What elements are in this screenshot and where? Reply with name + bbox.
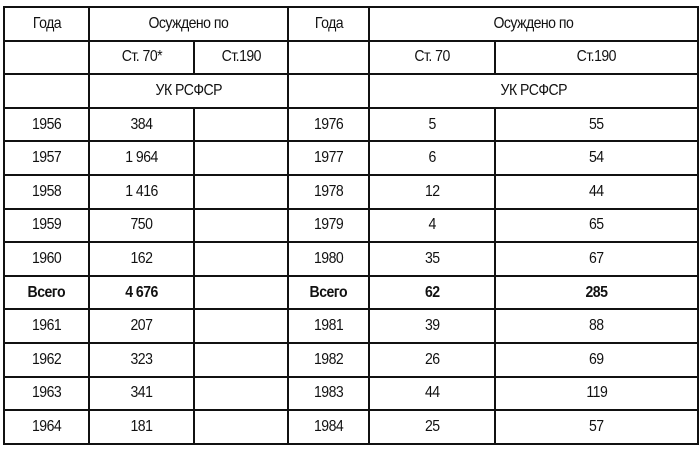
cell-year-r: 1981 bbox=[287, 308, 370, 344]
cell-art70-r: 25 bbox=[368, 409, 496, 445]
cell-year-l: 1959 bbox=[3, 207, 90, 244]
cell-year-l: 1957 bbox=[3, 140, 90, 176]
cell-year-r: 1984 bbox=[287, 409, 370, 445]
cell-art70-l: 207 bbox=[88, 308, 195, 344]
cell-year-l: Всего bbox=[3, 274, 90, 311]
cell-art190-r: 65 bbox=[494, 207, 699, 244]
header-art190-right: Ст.190 bbox=[494, 39, 699, 76]
convictions-table: Года Осуждено по Года Осуждено по Ст. 70… bbox=[3, 6, 699, 445]
cell-year-r: 1980 bbox=[287, 241, 370, 277]
cell-year-l: 1961 bbox=[3, 308, 90, 344]
header-convicted-right: Осуждено по bbox=[368, 6, 699, 42]
cell-art190-l bbox=[193, 274, 289, 311]
cell-year-r: 1976 bbox=[287, 106, 370, 143]
header-convicted-left: Осуждено по bbox=[88, 6, 289, 42]
cell-art70-r: 6 bbox=[368, 140, 496, 176]
cell-year-r: 1978 bbox=[287, 173, 370, 210]
table-row: 1958 1 416 1978 12 44 bbox=[3, 173, 699, 210]
cell-year-l: 1964 bbox=[3, 409, 90, 445]
header-code-left: УК РСФСР bbox=[88, 73, 289, 109]
cell-art190-r: 285 bbox=[494, 274, 699, 311]
cell-art190-l bbox=[193, 341, 289, 378]
table-row: 1960 162 1980 35 67 bbox=[3, 241, 699, 277]
header-code-right: УК РСФСР bbox=[368, 73, 699, 109]
cell-art190-l bbox=[193, 207, 289, 244]
cell-art70-l: 162 bbox=[88, 241, 195, 277]
cell-art70-r: 44 bbox=[368, 375, 496, 412]
cell-art70-l: 1 416 bbox=[88, 173, 195, 210]
cell-art70-l: 750 bbox=[88, 207, 195, 244]
header-art190-left: Ст.190 bbox=[193, 39, 289, 76]
cell-art70-r: 5 bbox=[368, 106, 496, 143]
cell-art190-r: 67 bbox=[494, 241, 699, 277]
cell-art190-l bbox=[193, 375, 289, 412]
cell-year-l: 1956 bbox=[3, 106, 90, 143]
cell-art70-l: 323 bbox=[88, 341, 195, 378]
cell-year-r: 1979 bbox=[287, 207, 370, 244]
cell-year-r: 1977 bbox=[287, 140, 370, 176]
cell-year-l: 1960 bbox=[3, 241, 90, 277]
cell-year-r: Всего bbox=[287, 274, 370, 311]
cell-year-l: 1958 bbox=[3, 173, 90, 210]
header-year-right: Года bbox=[287, 6, 370, 42]
empty-cell bbox=[3, 39, 90, 76]
cell-art190-l bbox=[193, 173, 289, 210]
total-row: Всего 4 676 Всего 62 285 bbox=[3, 274, 699, 311]
empty-cell bbox=[287, 39, 370, 76]
cell-year-r: 1982 bbox=[287, 341, 370, 378]
cell-art70-r: 62 bbox=[368, 274, 496, 311]
cell-art190-l bbox=[193, 106, 289, 143]
cell-art70-l: 341 bbox=[88, 375, 195, 412]
cell-art190-r: 119 bbox=[494, 375, 699, 412]
cell-art190-l bbox=[193, 241, 289, 277]
cell-art190-r: 55 bbox=[494, 106, 699, 143]
cell-art190-r: 69 bbox=[494, 341, 699, 378]
cell-art70-l: 384 bbox=[88, 106, 195, 143]
cell-art70-l: 4 676 bbox=[88, 274, 195, 311]
header-row-1: Года Осуждено по Года Осуждено по bbox=[3, 6, 699, 42]
table-row: 1959 750 1979 4 65 bbox=[3, 207, 699, 244]
cell-year-r: 1983 bbox=[287, 375, 370, 412]
header-row-2: Ст. 70* Ст.190 Ст. 70 Ст.190 bbox=[3, 39, 699, 76]
cell-art70-r: 4 bbox=[368, 207, 496, 244]
table-row: 1956 384 1976 5 55 bbox=[3, 106, 699, 143]
cell-art70-l: 1 964 bbox=[88, 140, 195, 176]
table-row: 1964 181 1984 25 57 bbox=[3, 409, 699, 445]
table-row: 1962 323 1982 26 69 bbox=[3, 341, 699, 378]
cell-art70-l: 181 bbox=[88, 409, 195, 445]
cell-art190-l bbox=[193, 409, 289, 445]
header-art70-left: Ст. 70* bbox=[88, 39, 195, 76]
header-art70-right: Ст. 70 bbox=[368, 39, 496, 76]
cell-art190-l bbox=[193, 140, 289, 176]
cell-art70-r: 39 bbox=[368, 308, 496, 344]
cell-art190-r: 44 bbox=[494, 173, 699, 210]
cell-art70-r: 35 bbox=[368, 241, 496, 277]
cell-art190-r: 54 bbox=[494, 140, 699, 176]
cell-art190-r: 88 bbox=[494, 308, 699, 344]
cell-art70-r: 26 bbox=[368, 341, 496, 378]
cell-art190-l bbox=[193, 308, 289, 344]
cell-art190-r: 57 bbox=[494, 409, 699, 445]
table-row: 1957 1 964 1977 6 54 bbox=[3, 140, 699, 176]
cell-year-l: 1963 bbox=[3, 375, 90, 412]
cell-year-l: 1962 bbox=[3, 341, 90, 378]
table-row: 1961 207 1981 39 88 bbox=[3, 308, 699, 344]
empty-cell bbox=[287, 73, 370, 109]
header-year-left: Года bbox=[3, 6, 90, 42]
table-row: 1963 341 1983 44 119 bbox=[3, 375, 699, 412]
header-row-3: УК РСФСР УК РСФСР bbox=[3, 73, 699, 109]
empty-cell bbox=[3, 73, 90, 109]
cell-art70-r: 12 bbox=[368, 173, 496, 210]
